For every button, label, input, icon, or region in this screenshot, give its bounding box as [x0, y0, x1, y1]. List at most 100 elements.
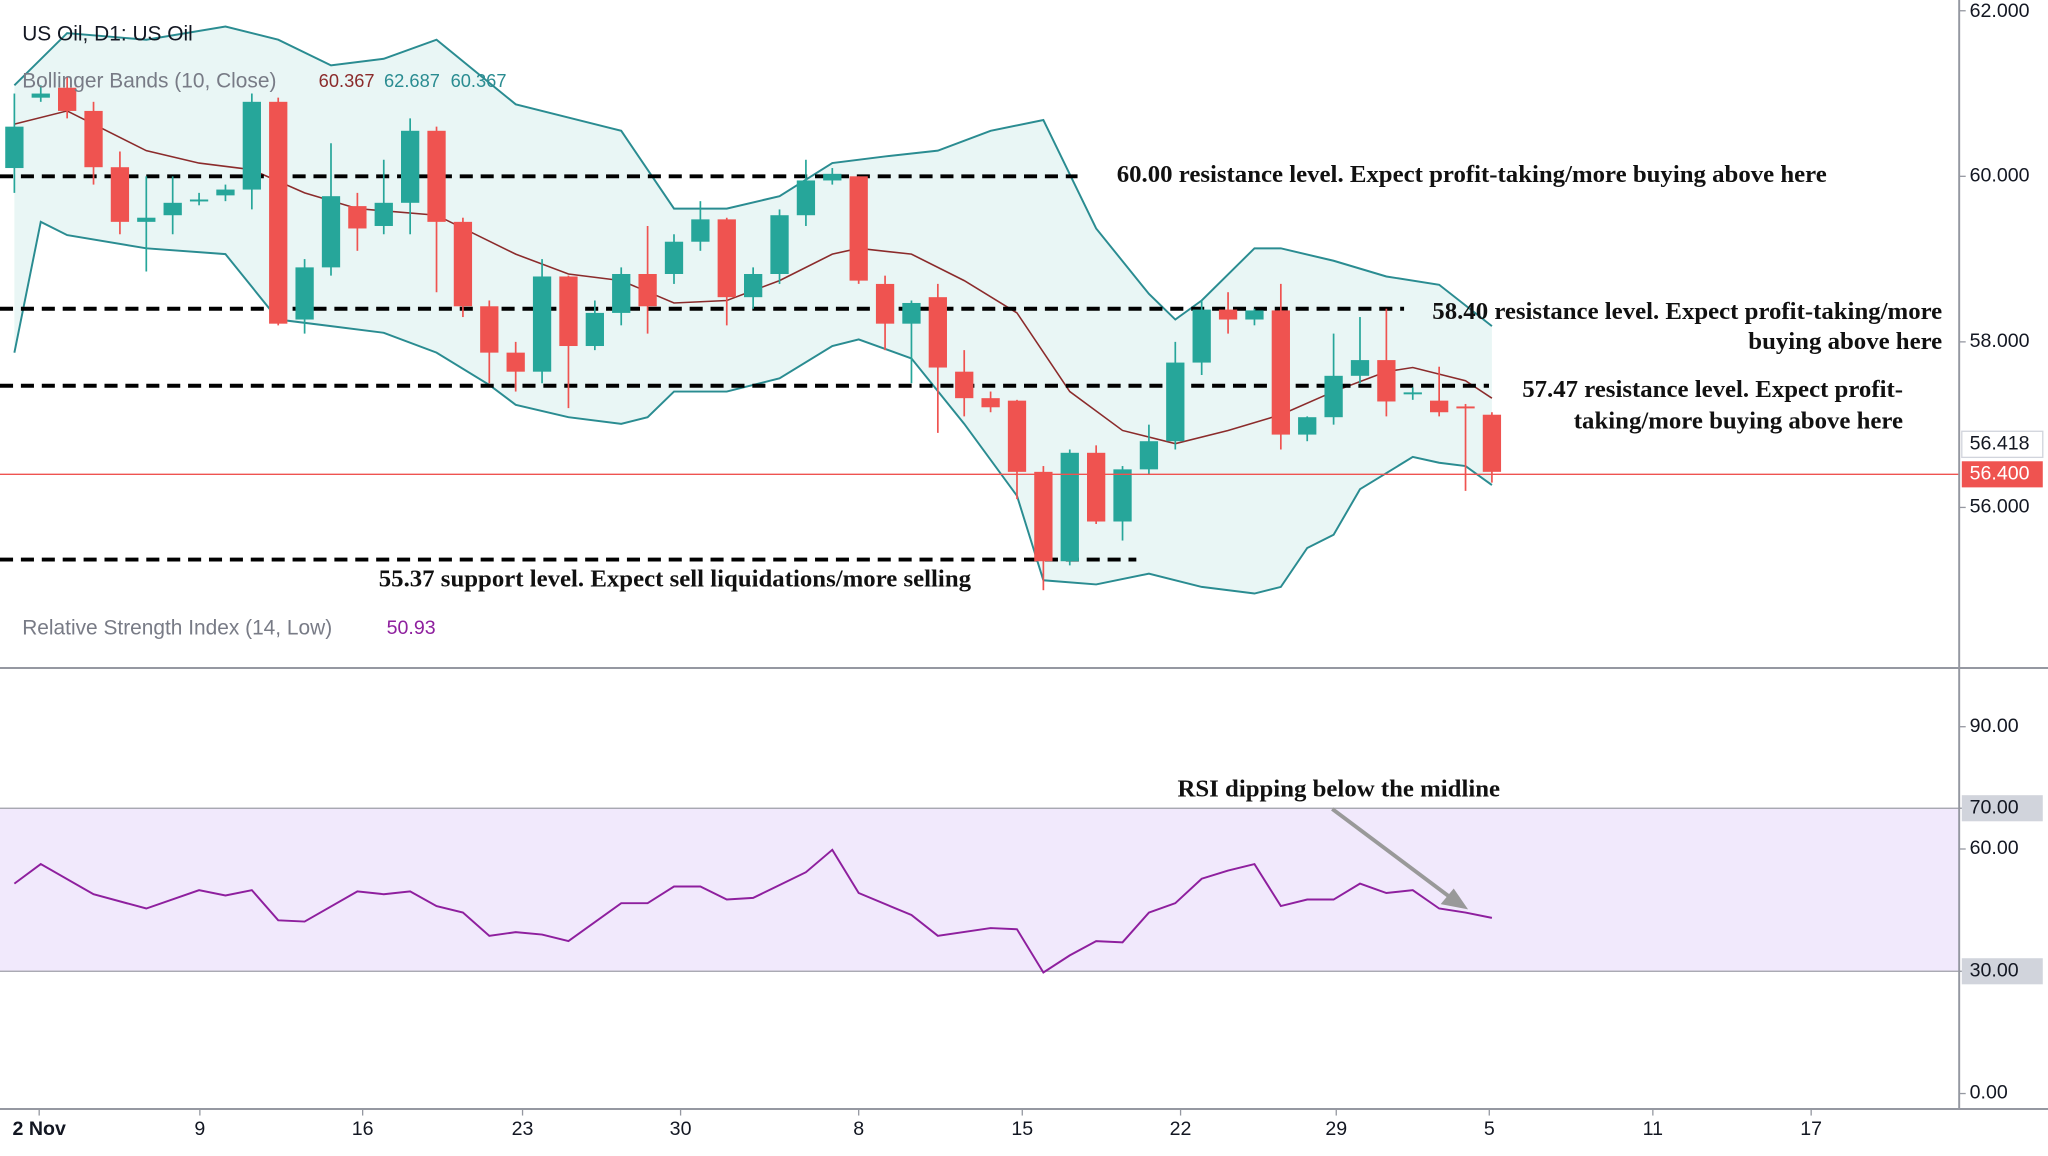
level-note: 60.00 resistance level. Expect profit-ta… [1117, 161, 1827, 188]
candle-body [612, 273, 631, 313]
bollinger-value: 60.367 [451, 70, 507, 91]
last-label: 56.418 [1970, 432, 2030, 454]
candle-body [110, 167, 130, 222]
level-note: 55.37 support level. Expect sell liquida… [379, 565, 972, 592]
x-tick-label: 5 [1484, 1118, 1495, 1140]
bollinger-legend: Bollinger Bands (10, Close) [22, 70, 276, 93]
candle-body [1324, 375, 1343, 418]
candle-body [559, 276, 578, 347]
candle-body [1139, 441, 1159, 470]
y-tick-label: 62.000 [1970, 0, 2030, 22]
candle-body [1456, 406, 1475, 409]
candle-body [163, 202, 182, 216]
rsi-y-tick-label: 60.00 [1970, 837, 2019, 859]
chart-title: US Oil, D1: US Oil [22, 23, 193, 46]
candle-body [928, 297, 947, 368]
level-note: 57.47 resistance level. Expect profit- [1522, 376, 1903, 403]
x-tick-label: 29 [1325, 1118, 1347, 1140]
x-tick-label: 17 [1800, 1118, 1822, 1140]
candle-body [1192, 309, 1211, 363]
price-box [1961, 461, 2043, 488]
candle-body [1007, 400, 1027, 472]
rsi-band [0, 808, 1960, 972]
level-note: buying above here [1748, 328, 1942, 355]
rsi-legend: Relative Strength Index (14, Low) [22, 616, 332, 639]
candle-body [532, 276, 552, 372]
y-tick-label: 60.000 [1970, 164, 2030, 186]
candle-body [1298, 417, 1317, 435]
candle-body [216, 189, 235, 196]
candle-body [1271, 310, 1290, 435]
candle-body [875, 283, 895, 324]
candle-body [1060, 452, 1079, 562]
x-tick-label: 9 [194, 1118, 205, 1140]
arrow-head [1440, 888, 1469, 910]
candle-body [1034, 471, 1053, 562]
x-tick-label: 8 [853, 1118, 864, 1140]
candle-body [1113, 469, 1132, 522]
candle-body [295, 267, 314, 320]
candle-body [427, 130, 446, 222]
rsi-y-tick-label: 90.00 [1970, 715, 2019, 737]
bollinger-value: 60.367 [319, 70, 375, 91]
x-tick-label: 23 [512, 1118, 534, 1140]
candle-body [84, 110, 103, 168]
level-note: taking/more buying above here [1574, 407, 1903, 434]
candle-body [5, 126, 24, 169]
candle-body [58, 87, 77, 111]
candle-body [1166, 362, 1185, 442]
candle-body [137, 217, 156, 222]
candle-body [955, 371, 974, 399]
candle-body [1482, 414, 1502, 472]
rsi-annotation: RSI dipping below the midline [1177, 775, 1500, 802]
x-tick-label: 2 Nov [13, 1118, 66, 1140]
candle-body [796, 180, 816, 216]
candle-body [242, 101, 261, 190]
candle-body [1245, 310, 1264, 320]
candle-body [480, 306, 499, 353]
rsi-tick-box [1961, 795, 2043, 822]
candle-body [823, 173, 842, 181]
last-box [1961, 430, 2044, 459]
candle-body [770, 215, 789, 274]
rsi-y-tick-label: 30.00 [1970, 959, 2019, 981]
band-line [13, 220, 1493, 595]
rsi-y-tick-label: 0.00 [1970, 1082, 2008, 1104]
rsi-value: 50.93 [387, 617, 436, 639]
candle-body [585, 312, 604, 347]
candle-body [401, 130, 420, 203]
rsi-y-tick-label: 70.00 [1970, 796, 2019, 818]
candle-body [691, 219, 710, 242]
candle-body [321, 196, 341, 268]
candle-body [849, 176, 868, 281]
x-tick-label: 16 [352, 1118, 374, 1140]
candle-body [664, 241, 684, 274]
candle-body [1430, 400, 1449, 413]
candle-body [638, 273, 657, 307]
y-tick-label: 58.000 [1970, 330, 2030, 352]
candle-body [374, 202, 393, 226]
x-tick-label: 11 [1643, 1118, 1663, 1140]
level-note: 58.40 resistance level. Expect profit-ta… [1432, 298, 1942, 325]
arrow-shaft [1331, 807, 1454, 901]
candle-body [1350, 360, 1370, 376]
candle-body [189, 199, 209, 202]
candle-body [1403, 392, 1422, 395]
candle-body [269, 101, 288, 324]
candle-body [1218, 309, 1238, 320]
x-tick-label: 30 [670, 1118, 692, 1140]
candle-body [1377, 360, 1396, 402]
candle-body [717, 219, 736, 298]
candle-body [902, 302, 921, 324]
candle-body [506, 352, 525, 372]
rsi-tick-box [1961, 958, 2043, 985]
candle-body [744, 273, 763, 298]
rsi-line [13, 848, 1493, 974]
bollinger-value: 62.687 [384, 70, 440, 91]
candle-body [1087, 452, 1106, 522]
x-tick-label: 15 [1011, 1118, 1033, 1140]
candle-body [981, 398, 1000, 408]
candle-body [31, 93, 50, 98]
